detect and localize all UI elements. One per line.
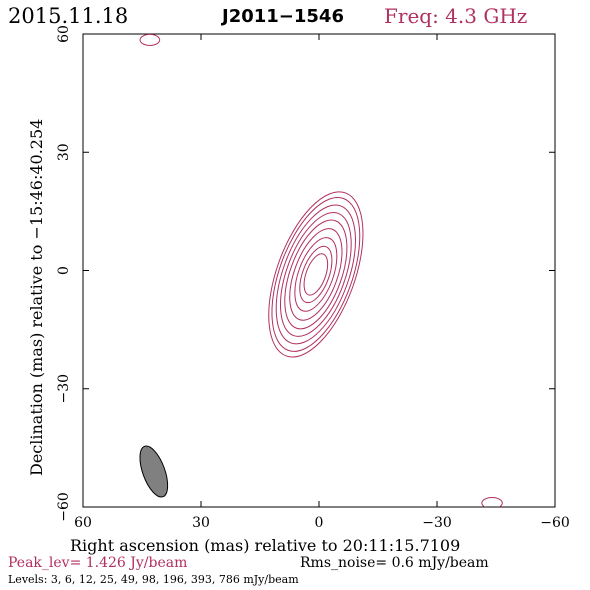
- contour-level-4: [289, 228, 343, 321]
- frequency-label: Freq: 4.3 GHz: [384, 4, 527, 28]
- x-tick-label: 0: [315, 515, 324, 531]
- x-tick-label: 30: [192, 515, 210, 531]
- contour-group: [268, 191, 364, 358]
- contour-level-8: [271, 197, 361, 352]
- y-tick-label: −30: [56, 374, 72, 404]
- contour-level-6: [280, 212, 352, 337]
- contour-level-3: [294, 237, 338, 312]
- axis-ticks: [82, 33, 556, 508]
- contour-level-1: [303, 253, 329, 296]
- x-tick-label: −60: [540, 515, 570, 531]
- contour-level-5: [284, 219, 348, 330]
- contour-level-9: [268, 191, 364, 358]
- source-name: J2011−1546: [220, 6, 344, 27]
- y-tick-label: −60: [56, 492, 72, 522]
- rms-noise: Rms_noise= 0.6 mJy/beam: [300, 555, 489, 571]
- y-tick-label: 30: [56, 143, 72, 161]
- x-tick-label: 60: [74, 515, 92, 531]
- beam-group: [139, 445, 169, 498]
- contour-level-7: [275, 204, 356, 345]
- y-tick-labels: 60 30 0 −30 −60: [56, 25, 72, 522]
- y-tick-label: 0: [56, 266, 72, 275]
- contour-level-2: [299, 245, 333, 304]
- plot-frame: [82, 33, 556, 508]
- y-axis-label: Declination (mas) relative to −15:46:40.…: [27, 119, 46, 476]
- artifact-contour: [481, 497, 503, 507]
- beam-ellipse: [139, 445, 169, 498]
- artifact-contours: [139, 34, 503, 507]
- peak-level: Peak_lev= 1.426 Jy/beam: [8, 555, 187, 571]
- x-axis-label: Right ascension (mas) relative to 20:11:…: [70, 536, 460, 555]
- x-tick-labels: 60 30 0 −30 −60: [74, 515, 570, 531]
- artifact-contour: [139, 34, 161, 46]
- x-tick-label: −30: [422, 515, 452, 531]
- epoch-label: 2015.11.18: [8, 4, 128, 28]
- y-tick-label: 60: [56, 25, 72, 43]
- contour-levels: Levels: 3, 6, 12, 25, 49, 98, 196, 393, …: [8, 573, 299, 586]
